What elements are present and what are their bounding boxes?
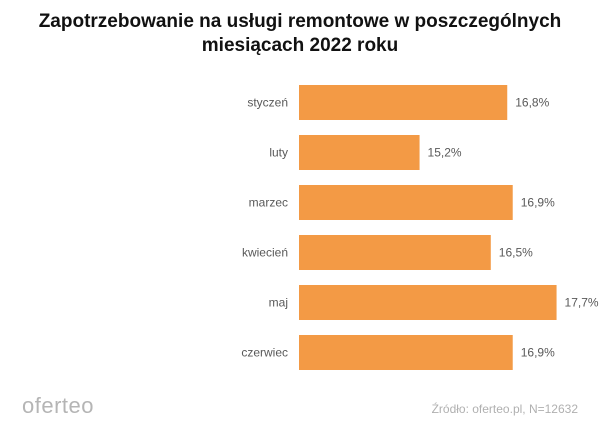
bar-styczeń: [299, 85, 508, 120]
chart-title: Zapotrzebowanie na usługi remontowe w po…: [0, 10, 600, 58]
category-label: maj: [269, 296, 288, 310]
source-note: Źródło: oferteo.pl, N=12632: [431, 402, 578, 416]
chart-title-line-2: miesiącach 2022 roku: [201, 35, 399, 56]
chart-title-line-1: Zapotrzebowanie na usługi remontowe w po…: [38, 11, 562, 32]
data-label: 16,9%: [521, 346, 555, 360]
category-label: marzec: [249, 196, 288, 210]
bar-kwiecień: [299, 235, 491, 270]
oferteo-logo: oferteo: [22, 393, 94, 418]
category-label: czerwiec: [241, 346, 288, 360]
data-label: 16,5%: [499, 246, 533, 260]
data-label: 17,7%: [565, 296, 599, 310]
bar-marzec: [299, 185, 513, 220]
data-label: 16,9%: [521, 196, 555, 210]
data-label: 15,2%: [428, 146, 462, 160]
data-label: 16,8%: [515, 96, 549, 110]
category-label: styczeń: [247, 96, 288, 110]
bar-maj: [299, 285, 557, 320]
category-label: luty: [269, 146, 288, 160]
bar-luty: [299, 135, 420, 170]
category-label: kwiecień: [242, 246, 288, 260]
bar-czerwiec: [299, 335, 513, 370]
